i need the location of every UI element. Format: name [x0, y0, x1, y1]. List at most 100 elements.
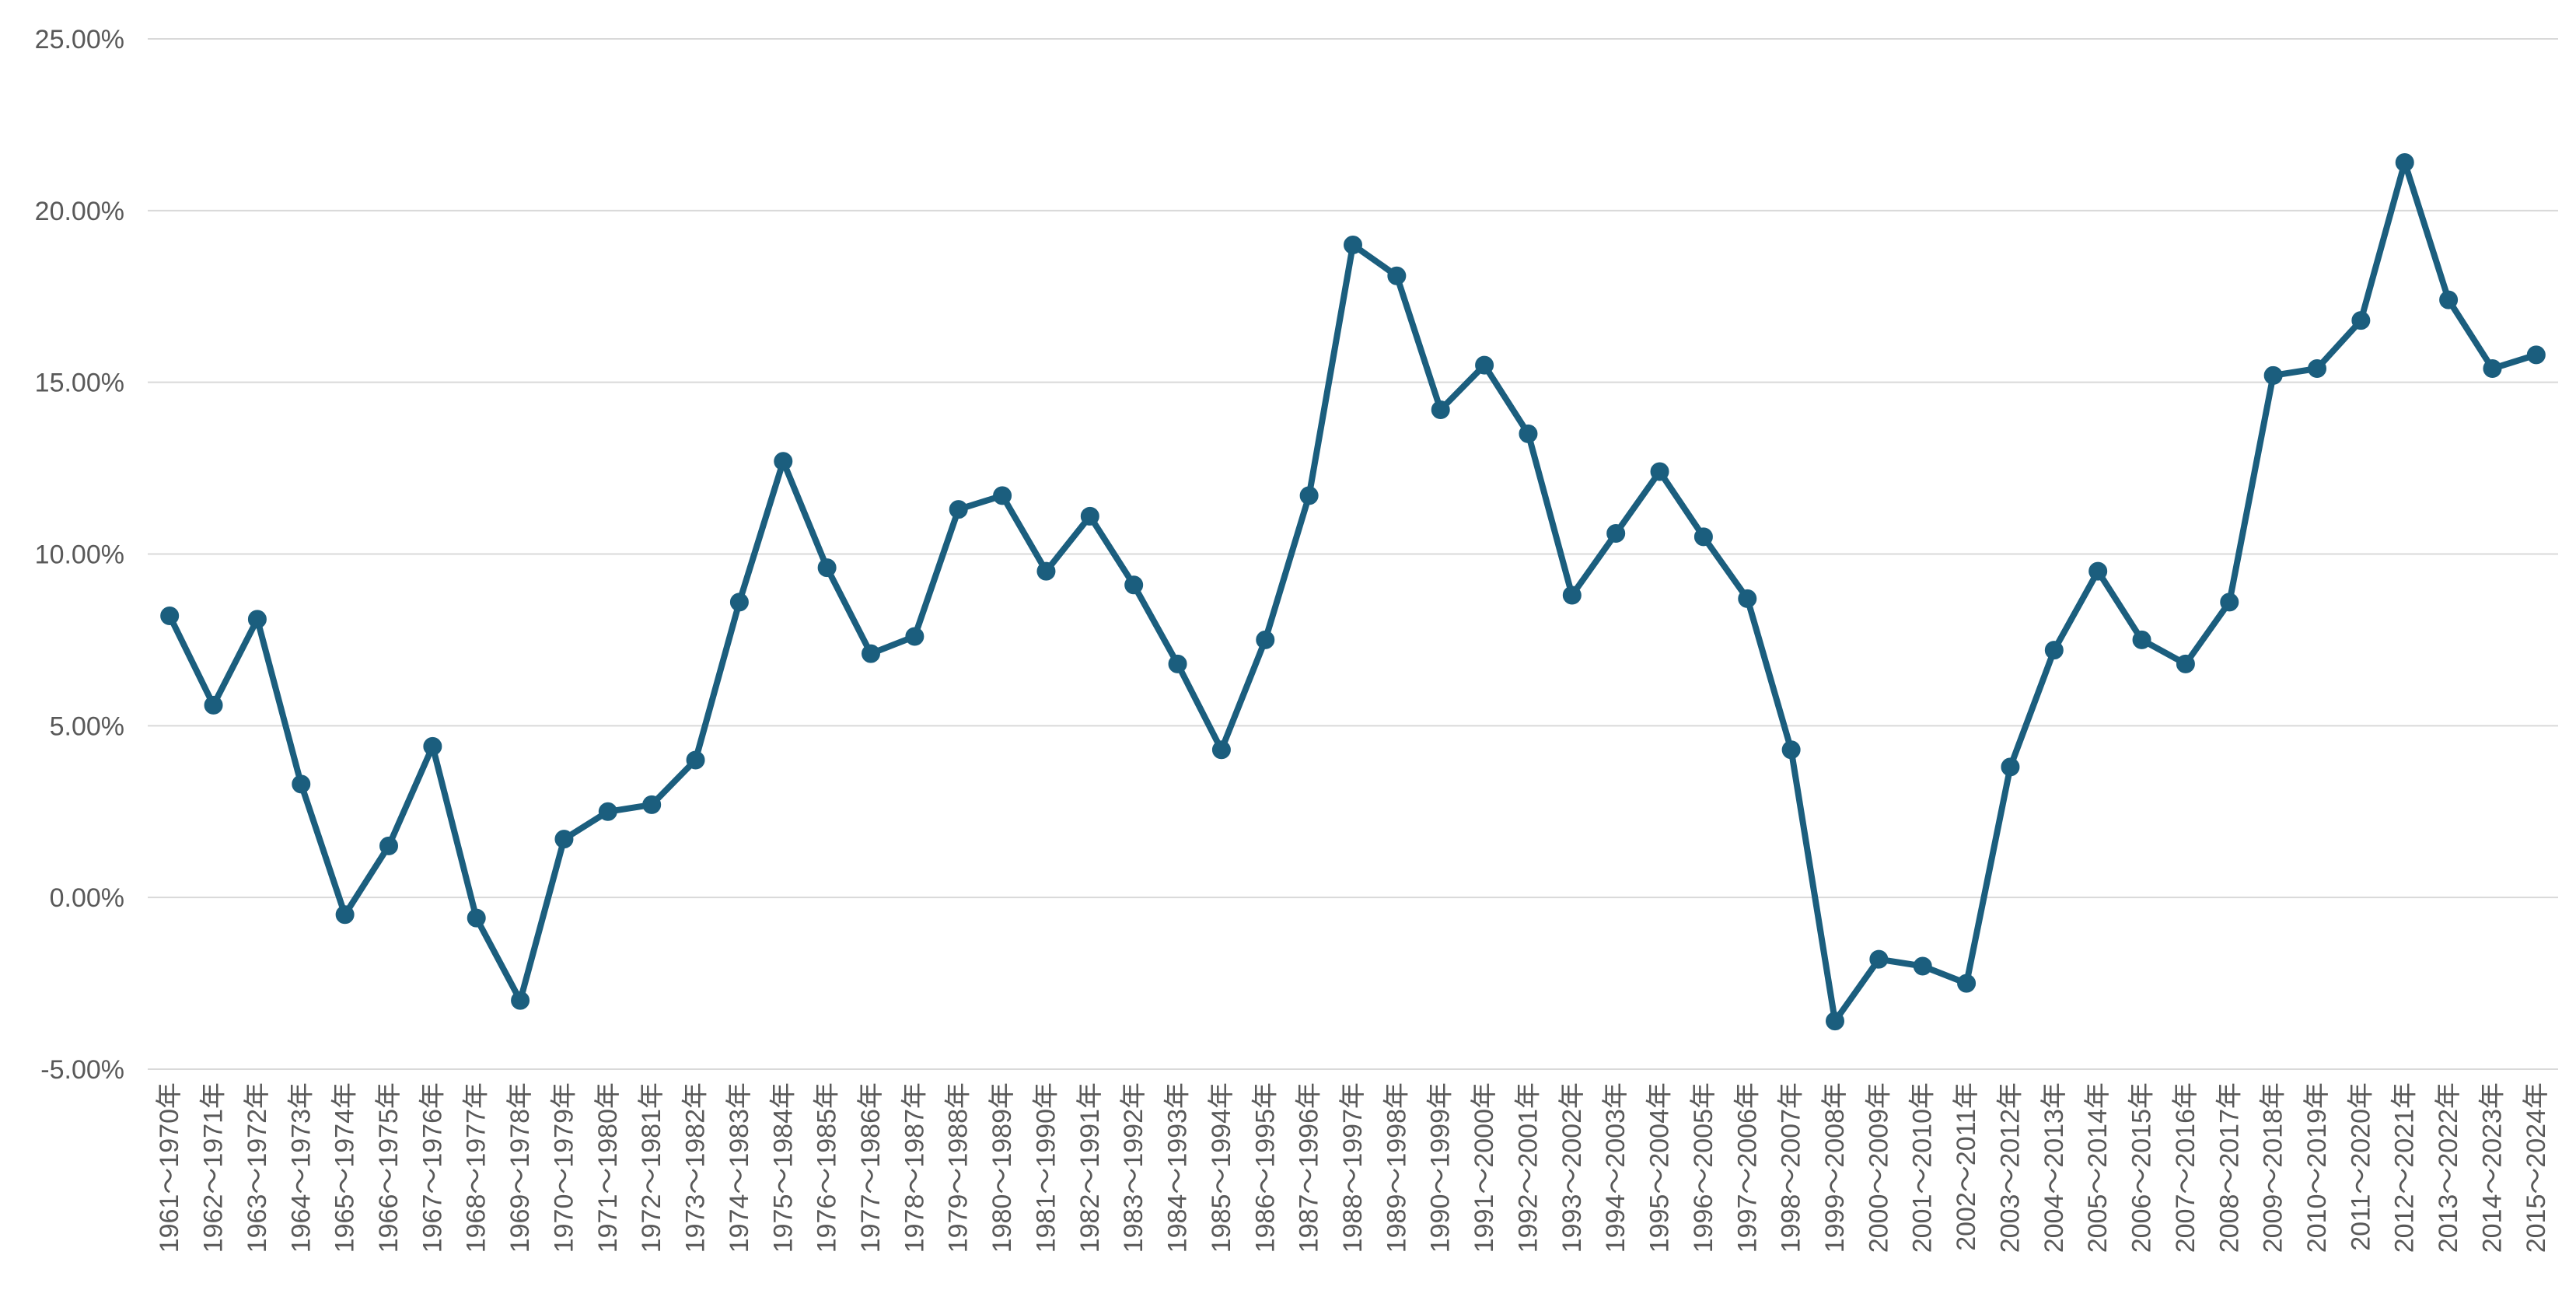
x-tick-label: 1966〜1975年 — [374, 1082, 404, 1253]
data-point — [2088, 561, 2108, 581]
x-tick-label: 1968〜1977年 — [462, 1082, 491, 1253]
data-point — [2351, 311, 2371, 330]
data-point — [993, 486, 1012, 505]
data-point — [204, 695, 223, 715]
data-point — [1124, 575, 1144, 595]
x-tick-label: 1963〜1972年 — [243, 1082, 272, 1253]
data-point — [1781, 740, 1801, 760]
data-point — [511, 991, 530, 1010]
series-line — [166, 159, 2539, 1025]
y-axis-tick-labels: 25.00% 20.00% 15.00% 10.00% 5.00% 0.00% -5.00% — [35, 25, 124, 1085]
data-point — [905, 627, 924, 646]
y-tick-label: 10.00% — [35, 540, 124, 570]
x-tick-label: 2005〜2014年 — [2083, 1082, 2113, 1253]
x-tick-label: 1961〜1970年 — [155, 1082, 184, 1253]
data-point — [379, 836, 398, 855]
x-tick-label: 1962〜1971年 — [199, 1082, 229, 1253]
data-point — [1475, 355, 1494, 375]
gridlines — [148, 38, 2558, 1070]
x-tick-label: 1992〜2001年 — [1513, 1082, 1543, 1253]
x-tick-label: 2001〜2010年 — [1908, 1082, 1938, 1253]
x-tick-label: 2013〜2022年 — [2434, 1082, 2463, 1253]
data-point — [1650, 462, 1669, 481]
data-point — [774, 452, 793, 471]
x-tick-label: 2000〜2009年 — [1864, 1082, 1893, 1253]
data-point — [1869, 949, 1889, 969]
data-point — [1211, 740, 1231, 760]
x-tick-label: 1976〜1985年 — [813, 1082, 842, 1253]
data-point — [1738, 589, 1757, 608]
x-tick-label: 1984〜1993年 — [1163, 1082, 1193, 1253]
x-tick-label: 1973〜1982年 — [681, 1082, 711, 1253]
data-point — [2220, 593, 2239, 612]
x-tick-label: 1972〜1981年 — [637, 1082, 666, 1253]
data-point — [598, 802, 617, 821]
data-point — [1168, 654, 1187, 673]
data-point — [2308, 359, 2326, 378]
x-tick-label: 1995〜2004年 — [1645, 1082, 1675, 1253]
data-point — [292, 774, 311, 794]
x-tick-label: 2011〜2020年 — [2346, 1082, 2375, 1251]
data-point — [686, 750, 705, 770]
x-tick-label: 1999〜2008年 — [1820, 1082, 1850, 1253]
x-tick-label: 2010〜2019年 — [2302, 1082, 2332, 1253]
x-tick-label: 1982〜1991年 — [1075, 1082, 1105, 1253]
x-tick-label: 2007〜2016年 — [2171, 1082, 2200, 1253]
data-point — [1562, 586, 1582, 605]
x-tick-label: 2015〜2024年 — [2522, 1082, 2551, 1253]
data-point — [642, 795, 662, 814]
y-tick-label: 15.00% — [35, 369, 124, 398]
x-tick-label: 2006〜2015年 — [2127, 1082, 2157, 1253]
data-point — [2132, 630, 2151, 649]
x-tick-label: 1993〜2002年 — [1557, 1082, 1587, 1253]
x-tick-label: 1998〜2007年 — [1777, 1082, 1806, 1253]
x-tick-label: 2012〜2021年 — [2390, 1082, 2420, 1253]
data-point — [2483, 359, 2502, 378]
data-point — [1256, 630, 1275, 649]
data-point — [160, 607, 180, 625]
x-tick-label: 1994〜2003年 — [1601, 1082, 1631, 1253]
data-point — [1693, 527, 1713, 547]
y-tick-label: 5.00% — [50, 711, 124, 741]
data-point — [423, 736, 442, 756]
y-tick-label: -5.00% — [40, 1055, 124, 1085]
data-point — [1344, 236, 1362, 254]
data-point — [1080, 506, 1099, 526]
data-point — [1913, 956, 1932, 976]
data-point — [2001, 757, 2020, 777]
x-tick-label: 1965〜1974年 — [330, 1082, 360, 1253]
data-point — [2439, 290, 2459, 309]
x-tick-label: 1990〜1999年 — [1426, 1082, 1456, 1253]
x-tick-label: 1970〜1979年 — [549, 1082, 578, 1253]
data-point — [554, 830, 574, 849]
x-tick-label: 2009〜2018年 — [2259, 1082, 2288, 1253]
x-tick-label: 1989〜1998年 — [1382, 1082, 1411, 1253]
x-tick-label: 1981〜1990年 — [1031, 1082, 1061, 1253]
data-point — [1957, 974, 1977, 993]
x-tick-label: 1987〜1996年 — [1295, 1082, 1324, 1253]
data-point — [247, 610, 267, 629]
data-point — [2395, 153, 2414, 172]
data-point — [2263, 365, 2283, 385]
x-tick-label: 2014〜2023年 — [2477, 1082, 2507, 1253]
data-point — [2176, 654, 2195, 673]
x-tick-label: 1974〜1983年 — [725, 1082, 754, 1253]
data-point — [1431, 400, 1450, 419]
data-point — [862, 644, 880, 663]
y-tick-label: 0.00% — [50, 883, 124, 913]
x-tick-label: 1985〜1994年 — [1207, 1082, 1236, 1253]
data-point — [1299, 486, 1319, 505]
x-tick-label: 2002〜2011年 — [1952, 1082, 1981, 1251]
x-tick-label: 2003〜2012年 — [1995, 1082, 2025, 1253]
x-tick-label: 1980〜1989年 — [987, 1082, 1017, 1253]
x-tick-label: 1991〜2000年 — [1470, 1082, 1499, 1253]
data-point — [1387, 266, 1407, 285]
x-tick-label: 1971〜1980年 — [593, 1082, 623, 1253]
data-point — [949, 500, 968, 519]
x-tick-label: 1975〜1984年 — [768, 1082, 798, 1253]
x-tick-label: 1979〜1988年 — [944, 1082, 973, 1253]
data-point — [2044, 641, 2064, 660]
x-tick-label: 1964〜1973年 — [286, 1082, 316, 1253]
data-point — [1826, 1012, 1844, 1031]
